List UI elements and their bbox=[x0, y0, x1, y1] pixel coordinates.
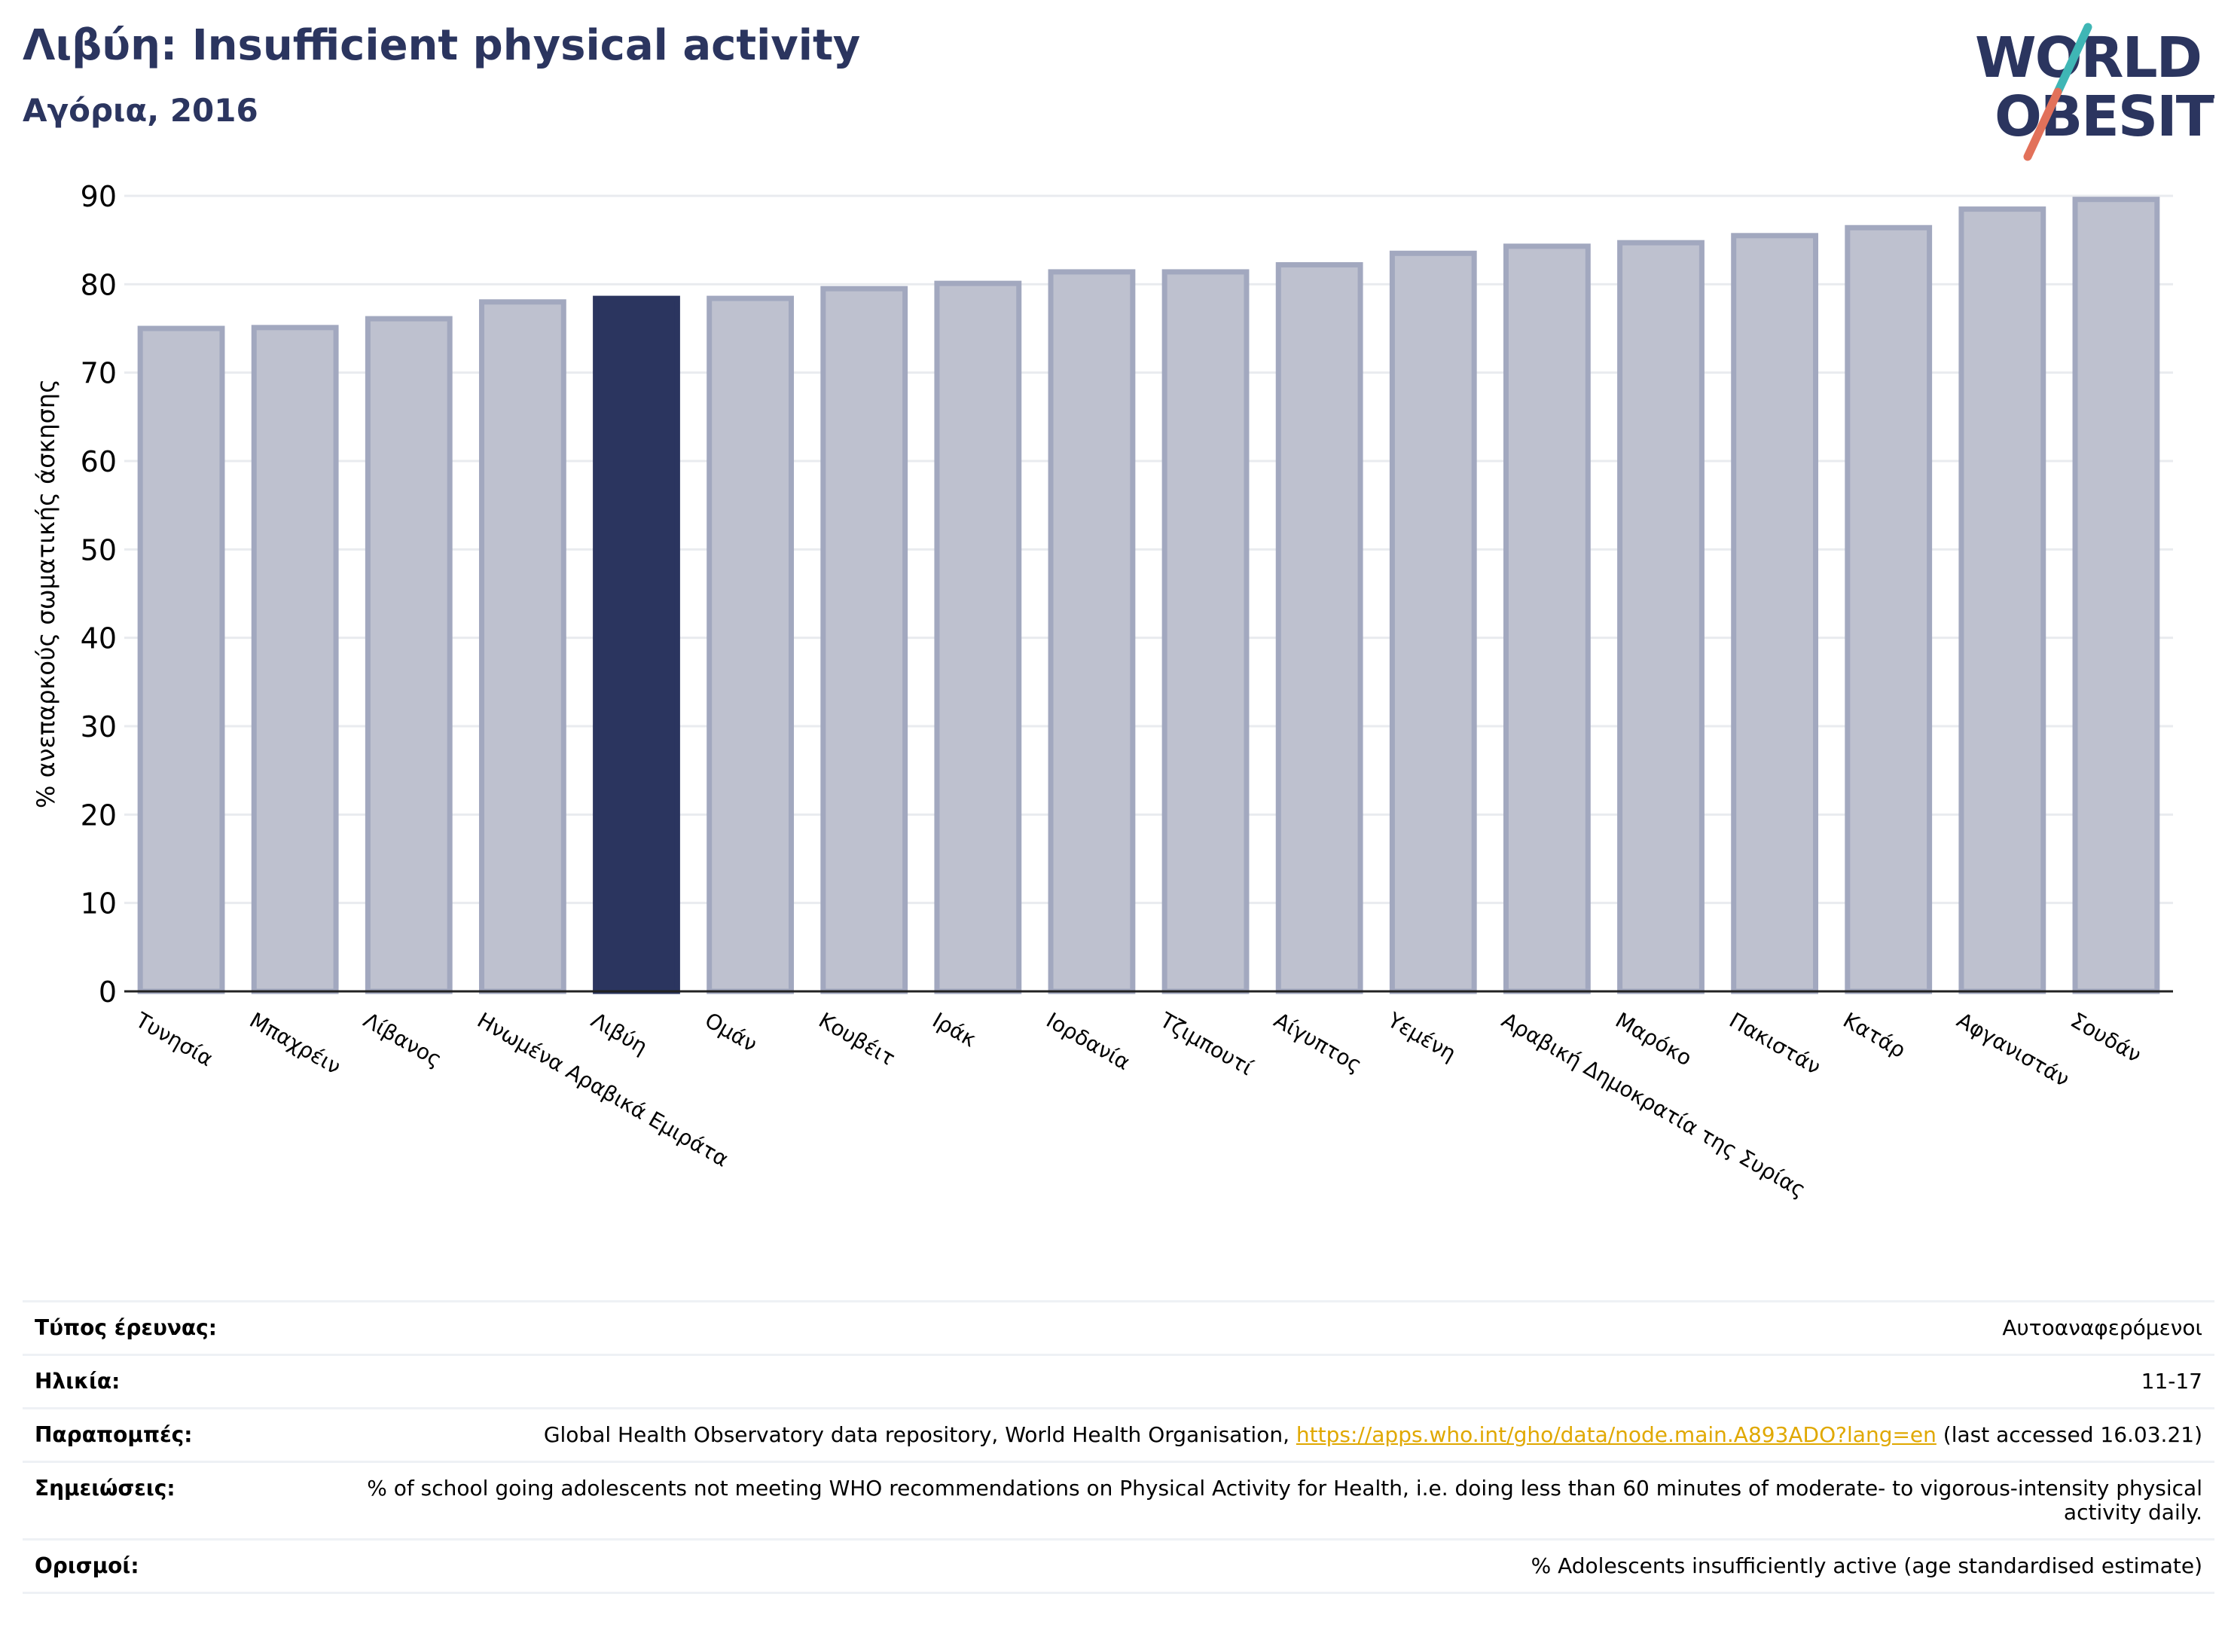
y-axis-label: % ανεπαρκούς σωματικής άσκησης bbox=[32, 379, 60, 808]
info-row-definitions: Ορισμοί: % Adolescents insufficiently ac… bbox=[23, 1538, 2214, 1594]
page-title: Λιβύη: Insufficient physical activity bbox=[23, 21, 861, 70]
x-tick-label: Υεμένη bbox=[1383, 1007, 1460, 1066]
bar bbox=[1958, 206, 2046, 994]
bar bbox=[1617, 240, 1705, 994]
x-tick-label: Ομάν bbox=[700, 1007, 761, 1057]
x-tick-label: Πακιστάν bbox=[1725, 1007, 1825, 1079]
y-tick-label: 40 bbox=[81, 622, 117, 655]
bar bbox=[251, 325, 339, 994]
x-tick-label: Σουδάν bbox=[2067, 1007, 2146, 1067]
bar bbox=[1845, 224, 1933, 994]
info-table: Τύπος έρευνας: Αυτοαναφερόμενοι Ηλικία: … bbox=[23, 1300, 2214, 1594]
bar bbox=[1275, 262, 1363, 994]
info-row-survey-type: Τύπος έρευνας: Αυτοαναφερόμενοι bbox=[23, 1300, 2214, 1355]
y-tick-label: 70 bbox=[81, 357, 117, 390]
logo-slash-teal bbox=[2053, 23, 2092, 96]
info-row-references: Παραπομπές: Global Health Observatory da… bbox=[23, 1407, 2214, 1462]
x-tick-label: Αίγυπτος bbox=[1270, 1007, 1366, 1077]
references-text-after: (last accessed 16.03.21) bbox=[1936, 1422, 2202, 1447]
info-label: Ορισμοί: bbox=[23, 1538, 348, 1594]
bar bbox=[478, 299, 566, 994]
logo-text-world: WORLD bbox=[1975, 26, 2201, 90]
x-tick-label: Τζιμπουτί bbox=[1155, 1007, 1258, 1080]
logo-text-obesity: OBESITY bbox=[1995, 84, 2214, 149]
bar-chart: 0 10 20 30 40 50 60 70 80 90 % ανεπαρκούς σωματική… bbox=[32, 180, 2173, 1202]
x-tick-label: Μπαχρέιν bbox=[246, 1007, 345, 1079]
x-tick-label: Λίβανος bbox=[359, 1007, 446, 1072]
bar bbox=[1161, 269, 1250, 994]
y-tick-label: 20 bbox=[81, 799, 117, 832]
x-tick-label: Ιράκ bbox=[928, 1007, 980, 1052]
x-tick-label: Τυνησία bbox=[131, 1007, 218, 1071]
info-row-age: Ηλικία: 11-17 bbox=[23, 1354, 2214, 1409]
logo-slash-red bbox=[2023, 87, 2062, 161]
bar bbox=[1389, 250, 1477, 994]
y-tick-label: 50 bbox=[81, 533, 117, 566]
bar bbox=[1731, 233, 1819, 994]
info-label: Τύπος έρευνας: bbox=[23, 1300, 348, 1355]
bar bbox=[2072, 197, 2160, 994]
info-label: Παραπομπές: bbox=[23, 1407, 348, 1462]
page-subtitle: Αγόρια, 2016 bbox=[23, 92, 258, 129]
x-tick-label: Μαρόκο bbox=[1611, 1007, 1696, 1070]
x-tick-label: Αφγανιστάν bbox=[1952, 1007, 2074, 1092]
y-tick-label: 0 bbox=[99, 976, 117, 1009]
y-tick-label: 10 bbox=[81, 887, 117, 921]
y-tick-label: 60 bbox=[81, 445, 117, 478]
x-tick-label: Κατάρ bbox=[1839, 1007, 1909, 1063]
y-tick-label: 80 bbox=[81, 268, 117, 301]
bar bbox=[707, 295, 795, 994]
bar bbox=[593, 295, 680, 994]
bar bbox=[934, 280, 1022, 994]
bar bbox=[1503, 243, 1591, 994]
info-label: Ηλικία: bbox=[23, 1354, 348, 1409]
world-obesity-logo: WORLD OBESITY bbox=[1975, 23, 2214, 161]
bar bbox=[137, 325, 225, 994]
info-value: 11-17 bbox=[348, 1354, 2214, 1409]
x-tick-label: Ιορδανία bbox=[1042, 1007, 1134, 1075]
x-tick-label: Λιβύη bbox=[587, 1007, 652, 1059]
bar bbox=[1048, 269, 1136, 994]
bar bbox=[820, 286, 908, 994]
references-text: Global Health Observatory data repositor… bbox=[543, 1422, 1296, 1447]
info-label: Σημειώσεις: bbox=[23, 1461, 348, 1540]
info-value: % Adolescents insufficiently active (age… bbox=[348, 1538, 2214, 1594]
references-link[interactable]: https://apps.who.int/gho/data/node.main.… bbox=[1296, 1422, 1937, 1447]
info-value: Global Health Observatory data repositor… bbox=[348, 1407, 2214, 1462]
bar bbox=[365, 316, 453, 994]
x-tick-label: Κουβέιτ bbox=[814, 1007, 899, 1070]
info-row-notes: Σημειώσεις: % of school going adolescent… bbox=[23, 1461, 2214, 1540]
info-value: % of school going adolescents not meetin… bbox=[348, 1461, 2214, 1540]
info-value: Αυτοαναφερόμενοι bbox=[348, 1300, 2214, 1355]
y-tick-label: 90 bbox=[81, 180, 117, 213]
y-tick-label: 30 bbox=[81, 710, 117, 744]
